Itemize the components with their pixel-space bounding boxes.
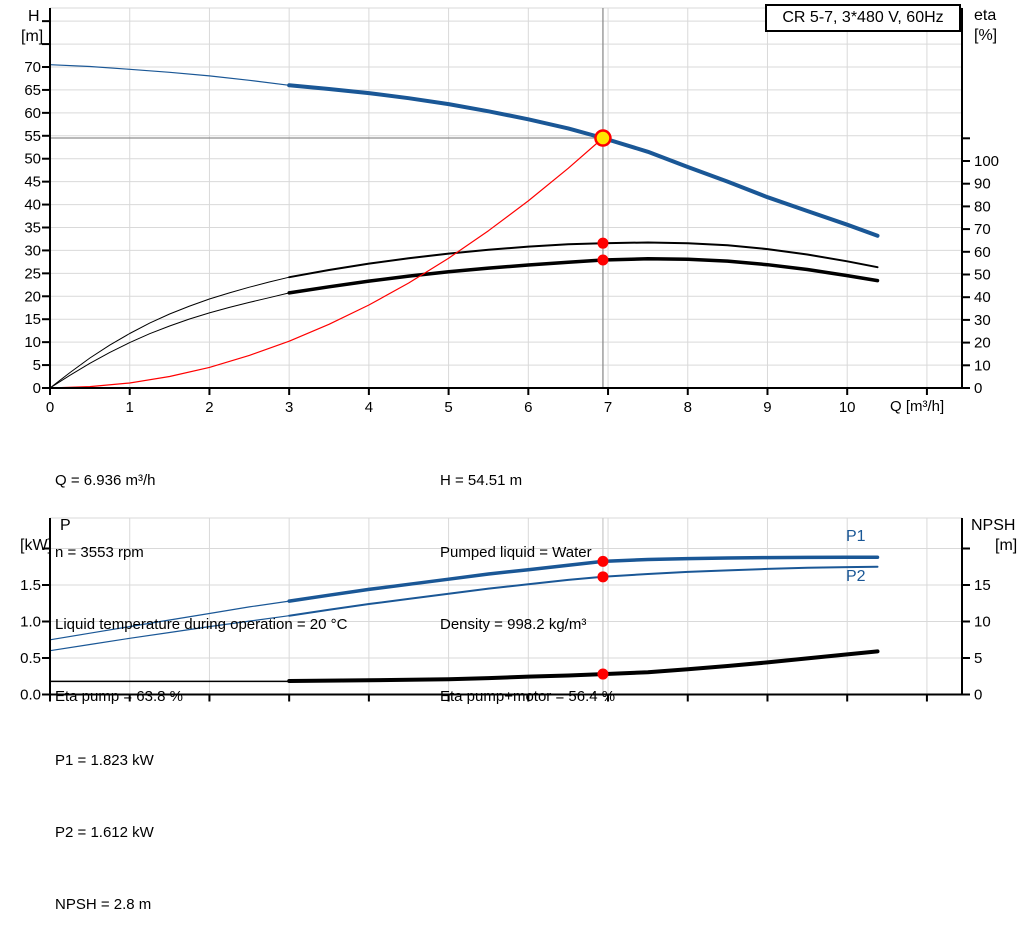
tick-label: 0 xyxy=(33,380,41,397)
tick-label: 5 xyxy=(33,357,41,374)
eta-axis-unit: [%] xyxy=(974,27,998,44)
tick-label: 50 xyxy=(24,151,41,168)
p-axis-unit: [kW] xyxy=(20,537,52,554)
tick-label: 1.5 xyxy=(20,577,41,594)
tick-label: 1.0 xyxy=(20,614,41,631)
flow-value: Q = 6.936 m³/h xyxy=(55,472,156,489)
marker-p1-point[interactable] xyxy=(597,555,609,567)
tick-label: 1 xyxy=(126,399,134,416)
tick-label: 30 xyxy=(24,242,41,259)
tick-label: 4 xyxy=(365,399,373,416)
tick-label: 5 xyxy=(444,399,452,416)
p2-value: P2 = 1.612 kW xyxy=(55,824,154,841)
tick-label: 10 xyxy=(24,334,41,351)
tick-label: 100 xyxy=(974,153,999,170)
tick-label: 10 xyxy=(839,399,856,416)
tick-label: 55 xyxy=(24,128,41,145)
tick-label: 65 xyxy=(24,82,41,99)
tick-label: 15 xyxy=(24,311,41,328)
eta-axis-title: eta xyxy=(974,7,997,24)
p1-value: P1 = 1.823 kW xyxy=(55,752,154,769)
tick-label: 40 xyxy=(24,197,41,214)
marker-eta-pump-motor-point[interactable] xyxy=(597,254,609,266)
density-value: Density = 998.2 kg/m³ xyxy=(440,616,587,633)
pump-curve-panel: { "title_box": { "label": "CR 5-7, 3*480… xyxy=(0,0,1024,913)
duty-info-left: Q = 6.936 m³/h n = 3553 rpm Liquid tempe… xyxy=(55,421,347,733)
curve-p1-curve[interactable] xyxy=(287,555,880,603)
eta-pump-value: Eta pump = 63.8 % xyxy=(55,688,183,705)
curve-system-curve[interactable] xyxy=(49,137,604,389)
tick-label: 3 xyxy=(285,399,293,416)
tick-label: 60 xyxy=(974,244,991,261)
tick-label: 25 xyxy=(24,265,41,282)
pump-title-box: CR 5-7, 3*480 V, 60Hz xyxy=(765,4,961,32)
tick-label: 8 xyxy=(684,399,692,416)
curve-npsh-curve[interactable] xyxy=(287,649,880,683)
tick-label: 70 xyxy=(24,59,41,76)
marker-npsh-point[interactable] xyxy=(597,668,609,680)
tick-label: 10 xyxy=(974,614,991,631)
curve-eta-pump-motor-thin[interactable] xyxy=(49,292,290,389)
tick-label: 40 xyxy=(974,289,991,306)
duty-point-marker[interactable] xyxy=(594,129,612,147)
npsh-value: NPSH = 2.8 m xyxy=(55,896,152,913)
curve-p2-curve[interactable] xyxy=(288,565,879,617)
tick-label: 50 xyxy=(974,267,991,284)
h-axis-title: H xyxy=(28,8,40,25)
tick-label: 15 xyxy=(974,577,991,594)
npsh-axis-unit: [m] xyxy=(995,537,1018,554)
curve-pump-curve[interactable] xyxy=(287,83,880,238)
tick-label: 0.0 xyxy=(20,687,41,704)
curve-p2-curve-thin[interactable] xyxy=(49,615,290,652)
p2-curve-label: P2 xyxy=(846,568,866,585)
eta-total-value: Eta pump+motor = 56.4 % xyxy=(440,688,616,705)
tick-label: 20 xyxy=(974,335,991,352)
p-axis-title: P xyxy=(60,517,71,534)
tick-label: 90 xyxy=(974,176,991,193)
npsh-axis-title: NPSH xyxy=(971,517,1016,534)
tick-label: 70 xyxy=(974,221,991,238)
tick-label: 0.5 xyxy=(20,650,41,667)
duty-info-right: H = 54.51 m Pumped liquid = Water Densit… xyxy=(440,421,615,733)
power-info: P1 = 1.823 kW P2 = 1.612 kW NPSH = 2.8 m xyxy=(55,701,154,941)
speed-value: n = 3553 rpm xyxy=(55,544,144,561)
head-value: H = 54.51 m xyxy=(440,472,523,489)
tick-label: 35 xyxy=(24,220,41,237)
tick-label: 0 xyxy=(46,399,54,416)
tick-label: 2 xyxy=(205,399,213,416)
q-axis-title: Q [m³/h] xyxy=(890,398,945,415)
tick-label: 7 xyxy=(604,399,612,416)
curve-pump-curve-thin[interactable] xyxy=(49,64,290,86)
marker-p2-point[interactable] xyxy=(597,571,609,583)
tick-label: 5 xyxy=(974,650,982,667)
tick-label: 30 xyxy=(974,312,991,329)
tick-label: 0 xyxy=(974,687,982,704)
tick-label: 45 xyxy=(24,174,41,191)
tick-label: 60 xyxy=(24,105,41,122)
curve-chart-canvas[interactable]: 0510152025303540455055606570010203040506… xyxy=(0,0,1024,781)
curve-eta-pump[interactable] xyxy=(288,241,879,279)
tick-label: 80 xyxy=(974,198,991,215)
curve-eta-pump-motor[interactable] xyxy=(287,257,880,295)
tick-label: 20 xyxy=(24,288,41,305)
tick-label: 9 xyxy=(763,399,771,416)
p1-curve-label: P1 xyxy=(846,528,866,545)
tick-label: 6 xyxy=(524,399,532,416)
tick-label: 10 xyxy=(974,357,991,374)
curve-eta-pump-thin[interactable] xyxy=(49,276,290,389)
curve-p1-curve-thin[interactable] xyxy=(49,600,290,641)
pumped-liquid-value: Pumped liquid = Water xyxy=(440,544,592,561)
marker-eta-pump-point[interactable] xyxy=(597,237,609,249)
h-axis-unit: [m] xyxy=(21,28,44,45)
liquid-temp-value: Liquid temperature during operation = 20… xyxy=(55,616,348,633)
tick-label: 0 xyxy=(974,380,982,397)
